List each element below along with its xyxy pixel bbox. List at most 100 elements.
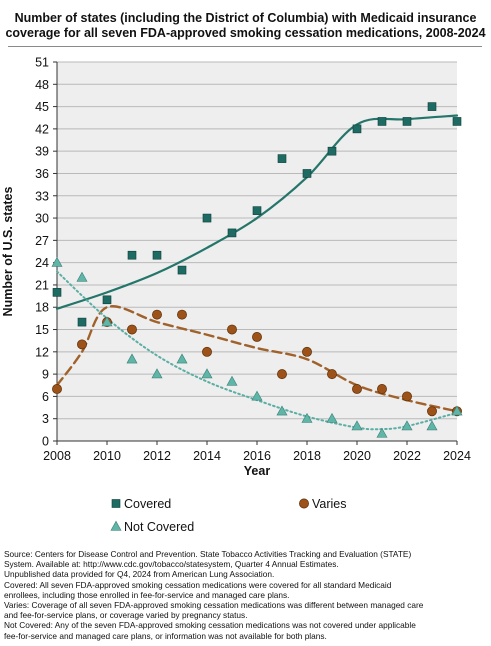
covered-point: [52, 288, 62, 297]
covered-point: [177, 265, 187, 275]
varies-point: [427, 406, 437, 417]
legend-label-varies: Varies: [312, 497, 347, 511]
y-tick-label: 39: [35, 145, 49, 159]
y-tick-label: 42: [35, 122, 49, 136]
varies-point: [202, 346, 212, 357]
y-axis-label: Number of U.S. states: [1, 187, 15, 317]
not-covered-point: [76, 271, 88, 282]
not-covered-series: [51, 256, 463, 438]
y-tick-label: 21: [35, 278, 49, 292]
covered-point: [427, 102, 437, 111]
x-axis-label: Year: [244, 464, 271, 478]
chart-title-line-1: Number of states (including the District…: [14, 11, 477, 25]
covered-point: [352, 124, 362, 134]
source-line: Unpublished data provided for Q4, 2024 f…: [4, 569, 275, 580]
y-tick-label: 27: [35, 234, 49, 248]
y-tick-label: 24: [35, 256, 49, 270]
x-tick-label: 2012: [143, 449, 171, 463]
not-covered-point: [226, 375, 238, 386]
legend-item-not-covered: Not Covered: [110, 520, 194, 534]
not-covered-point: [51, 256, 63, 267]
y-tick-label: 30: [35, 212, 49, 226]
covered-point: [277, 154, 287, 163]
not-covered-point: [326, 412, 338, 423]
x-tick-label: 2014: [193, 449, 221, 463]
note-not-covered: fee-for-service and managed care plans, …: [4, 630, 327, 641]
legend-label-covered: Covered: [124, 497, 171, 511]
y-tick-label: 6: [42, 390, 49, 404]
legend-marker-varies: [299, 498, 309, 509]
x-tick-label: 2024: [443, 449, 471, 463]
covered-point: [202, 213, 212, 223]
varies-point: [327, 369, 337, 380]
varies-point: [277, 369, 287, 380]
varies-point: [352, 384, 362, 394]
note-varies: and fee-for-service plans, or coverage v…: [4, 610, 248, 621]
not-covered-trend-line: [56, 270, 458, 431]
varies-point: [402, 391, 412, 402]
note-not-covered: Not Covered: Any of the seven FDA-approv…: [4, 620, 416, 631]
covered-point: [302, 169, 312, 178]
covered-point: [452, 117, 462, 126]
varies-point: [302, 346, 312, 357]
y-tick-label: 12: [35, 345, 49, 359]
legend-item-covered: Covered: [111, 497, 171, 511]
x-tick-label: 2022: [393, 449, 421, 463]
source-line: System. Available at: http://www.cdc.gov…: [4, 559, 339, 570]
plot-area: [57, 62, 457, 441]
covered-trend-line: [55, 114, 459, 310]
legend-marker-not-covered: [110, 520, 122, 531]
y-tick-label: 36: [35, 167, 49, 181]
legend-marker-covered: [111, 499, 121, 508]
legend-item-varies: Varies: [299, 497, 347, 511]
varies-point: [77, 339, 87, 350]
note-covered: enrollees, including those enrolled in f…: [4, 589, 290, 600]
not-covered-point: [201, 368, 213, 379]
chart-title: Number of states (including the District…: [0, 11, 491, 41]
covered-point: [227, 228, 237, 238]
not-covered-point: [126, 353, 138, 364]
chart-title-line-2: coverage for all seven FDA-approved smok…: [5, 26, 486, 40]
covered-point: [152, 250, 162, 260]
varies-point: [177, 309, 187, 320]
not-covered-point: [101, 316, 113, 327]
note-covered: Covered: All seven FDA-approved smoking …: [4, 579, 392, 590]
not-covered-point: [276, 405, 288, 416]
varies-point: [252, 332, 262, 342]
covered-point: [77, 317, 87, 327]
y-tick-label: 9: [42, 368, 49, 382]
y-tick-label: 0: [42, 435, 49, 449]
y-tick-label: 45: [35, 100, 49, 114]
covered-series: [52, 102, 462, 327]
source-line: Source: Centers for Disease Control and …: [4, 549, 412, 559]
note-varies: Varies: Coverage of all seven FDA-approv…: [4, 600, 424, 611]
y-tick-label: 15: [35, 323, 49, 337]
not-covered-point: [151, 368, 163, 379]
varies-point: [227, 324, 237, 335]
covered-point: [327, 146, 337, 156]
covered-point: [402, 117, 412, 126]
y-tick-label: 48: [35, 78, 49, 92]
not-covered-point: [426, 420, 438, 431]
varies-point: [377, 384, 387, 394]
not-covered-point: [301, 412, 313, 423]
x-tick-label: 2008: [43, 449, 71, 463]
not-covered-point: [251, 390, 263, 401]
covered-point: [252, 206, 262, 215]
varies-point: [127, 324, 137, 335]
source-notes: Source: Centers for Disease Control and …: [4, 549, 489, 641]
y-tick-label: 18: [35, 301, 49, 315]
not-covered-point: [376, 427, 388, 438]
x-tick-label: 2010: [93, 449, 121, 463]
title-divider: [8, 46, 482, 47]
y-tick-label: 3: [42, 412, 49, 426]
covered-point: [127, 250, 137, 260]
covered-point: [102, 295, 112, 305]
x-tick-label: 2020: [343, 449, 371, 463]
covered-point: [377, 117, 387, 126]
not-covered-point: [351, 420, 363, 431]
legend-label-not-covered: Not Covered: [124, 520, 194, 534]
varies-point: [152, 309, 162, 320]
x-tick-label: 2016: [243, 449, 271, 463]
